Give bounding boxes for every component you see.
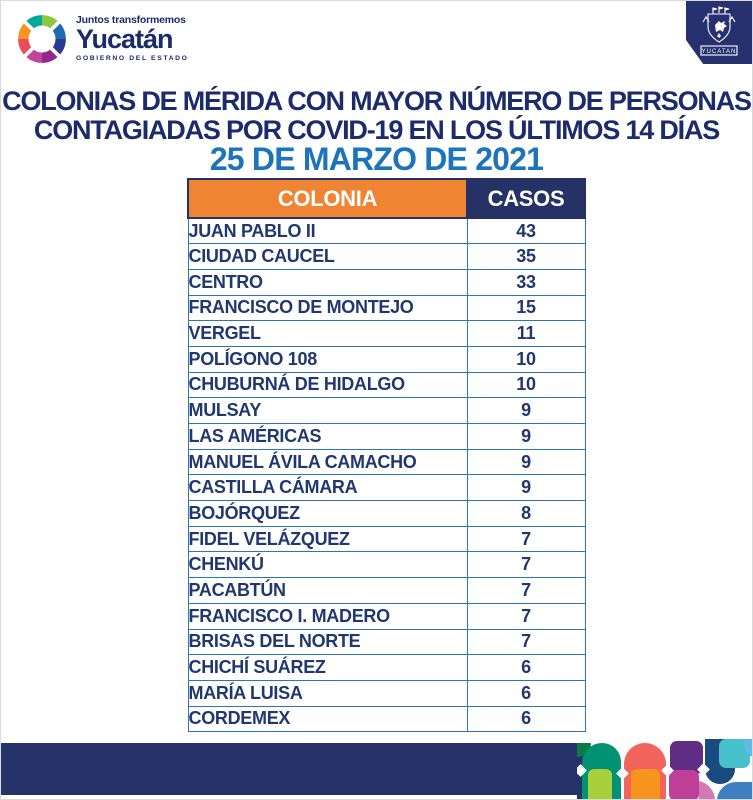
colonia-cell: CIUDAD CAUCEL xyxy=(187,243,468,270)
casos-cell: 10 xyxy=(466,371,586,399)
colonia-cell: CHUBURNÁ DE HIDALGO xyxy=(187,371,468,399)
bottom-navy-bar xyxy=(1,743,581,795)
table-row: FRANCISCO I. MADERO 7 xyxy=(187,602,586,630)
table-row: FRANCISCO DE MONTEJO 15 xyxy=(187,294,586,322)
table-row: CHUBURNÁ DE HIDALGO 10 xyxy=(187,371,586,399)
title-line-2: CONTAGIADAS POR COVID-19 EN LOS ÚLTIMOS … xyxy=(33,115,720,145)
table-body: JUAN PABLO II 43 CIUDAD CAUCEL 35 CENTRO… xyxy=(187,217,586,733)
table-row: CENTRO 33 xyxy=(187,268,586,296)
shield-label: YUCATAN xyxy=(702,49,737,55)
government-logo: Juntos transformemos Yucatán GOBIERNO DE… xyxy=(15,12,188,66)
casos-cell: 9 xyxy=(466,474,586,502)
table-row: BOJÓRQUEZ 8 xyxy=(187,500,586,527)
colonia-cell: MARÍA LUISA xyxy=(187,679,468,707)
table-row: CIUDAD CAUCEL 35 xyxy=(187,243,586,270)
table-row: MANUEL ÁVILA CAMACHO 9 xyxy=(187,448,586,476)
casos-cell: 6 xyxy=(466,705,586,733)
colonia-cell: JUAN PABLO II xyxy=(187,217,468,245)
table-row: CASTILLA CÁMARA 9 xyxy=(187,474,586,502)
table-row: BRISAS DEL NORTE 7 xyxy=(187,628,586,656)
table-row: CHICHÍ SUÁREZ 6 xyxy=(187,654,586,681)
logo-subtitle: GOBIERNO DEL ESTADO xyxy=(76,55,189,63)
colonia-cell: CHICHÍ SUÁREZ xyxy=(187,654,468,681)
casos-cell: 6 xyxy=(466,679,586,707)
casos-cell: 7 xyxy=(466,525,586,553)
table-row: JUAN PABLO II 43 xyxy=(187,217,586,245)
colonia-cell: VERGEL xyxy=(187,320,468,347)
colonia-cell: BRISAS DEL NORTE xyxy=(187,628,468,656)
colonia-cell: PACABTÚN xyxy=(187,577,468,604)
table-header-row: COLONIA CASOS xyxy=(187,178,586,219)
logo-text: Juntos transformemos Yucatán GOBIERNO DE… xyxy=(76,15,188,63)
column-header-casos: CASOS xyxy=(466,178,586,219)
colonia-cell: LAS AMÉRICAS xyxy=(187,423,468,450)
yucatan-coat-of-arms-icon: YUCATAN xyxy=(700,6,738,56)
column-header-colonia: COLONIA xyxy=(187,178,468,219)
casos-cell: 11 xyxy=(466,320,586,347)
casos-cell: 9 xyxy=(466,448,586,476)
casos-cell: 9 xyxy=(466,397,586,424)
casos-cell: 7 xyxy=(466,602,586,630)
logo-tagline: Juntos transformemos xyxy=(76,13,186,26)
casos-cell: 15 xyxy=(466,294,586,322)
colonia-cell: MANUEL ÁVILA CAMACHO xyxy=(187,448,468,476)
yucatan-shield-banner: YUCATAN xyxy=(686,1,752,64)
casos-cell: 9 xyxy=(466,423,586,450)
casos-cell: 43 xyxy=(466,217,586,245)
logo-name: Yucatán xyxy=(76,24,174,55)
casos-cell: 7 xyxy=(466,628,586,656)
casos-cell: 10 xyxy=(466,345,586,373)
table-row: LAS AMÉRICAS 9 xyxy=(187,423,586,450)
table-row: CHENKÚ 7 xyxy=(187,551,586,579)
page-title: COLONIAS DE MÉRIDA CON MAYOR NÚMERO DE P… xyxy=(1,87,752,145)
casos-cell: 35 xyxy=(466,243,586,270)
colonia-cell: CENTRO xyxy=(187,268,468,296)
decorative-mosaic xyxy=(577,739,752,799)
colonia-cell: BOJÓRQUEZ xyxy=(187,500,468,527)
table-row: CORDEMEX 6 xyxy=(187,705,586,733)
table-row: POLÍGONO 108 10 xyxy=(187,345,586,373)
table-row: PACABTÚN 7 xyxy=(187,577,586,604)
colonia-cell: CHENKÚ xyxy=(187,551,468,579)
cases-table: COLONIA CASOS JUAN PABLO II 43 CIUDAD CA… xyxy=(187,178,586,733)
colonia-cell: FRANCISCO I. MADERO xyxy=(187,602,468,630)
casos-cell: 7 xyxy=(466,577,586,604)
title-line-1: COLONIAS DE MÉRIDA CON MAYOR NÚMERO DE P… xyxy=(2,86,752,116)
colonia-cell: FRANCISCO DE MONTEJO xyxy=(187,294,468,322)
colonia-cell: POLÍGONO 108 xyxy=(187,345,468,373)
casos-cell: 6 xyxy=(466,654,586,681)
report-date: 25 DE MARZO DE 2021 xyxy=(209,141,544,177)
colonia-cell: CORDEMEX xyxy=(187,705,468,733)
colonia-cell: CASTILLA CÁMARA xyxy=(187,474,468,502)
table-row: VERGEL 11 xyxy=(187,320,586,347)
table-row: MULSAY 9 xyxy=(187,397,586,424)
casos-cell: 7 xyxy=(466,551,586,579)
table-row: MARÍA LUISA 6 xyxy=(187,679,586,707)
casos-cell: 33 xyxy=(466,268,586,296)
table-row: FIDEL VELÁZQUEZ 7 xyxy=(187,525,586,553)
colonia-cell: MULSAY xyxy=(187,397,468,424)
yucatan-pinwheel-icon xyxy=(18,15,66,63)
colonia-cell: FIDEL VELÁZQUEZ xyxy=(187,525,468,553)
casos-cell: 8 xyxy=(466,500,586,527)
